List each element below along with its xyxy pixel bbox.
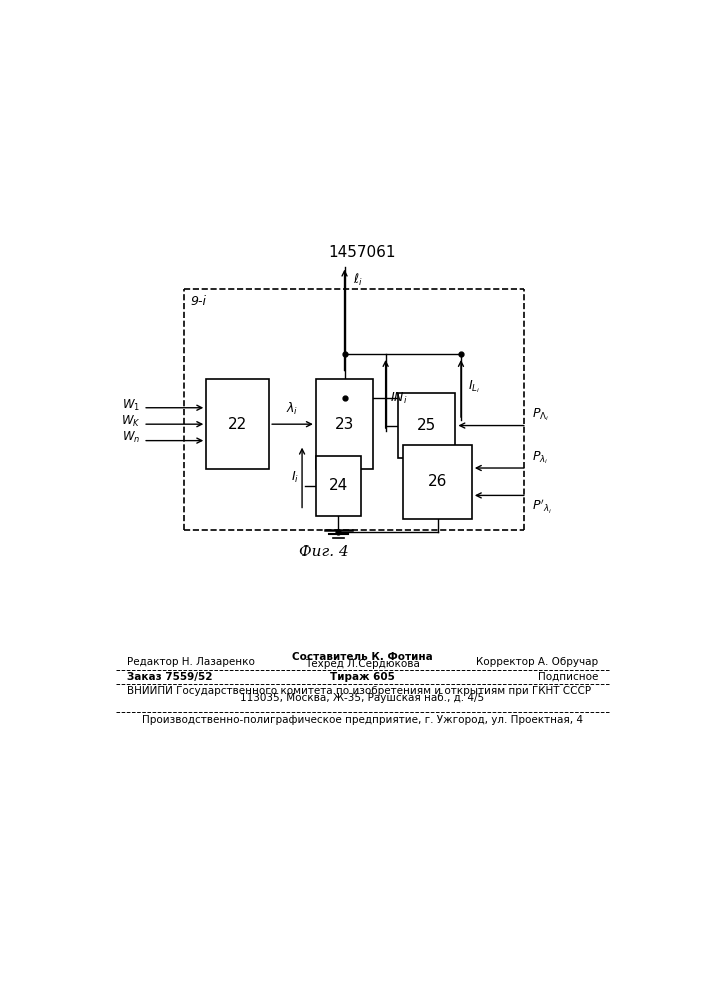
Text: ВНИИПИ Государственного комитета по изобретениям и открытиям при ГКНТ СССР: ВНИИПИ Государственного комитета по изоб… (127, 686, 591, 696)
Text: $W_n$: $W_n$ (122, 430, 141, 445)
Text: $\ell_i$: $\ell_i$ (353, 272, 363, 288)
Text: Составитель К. Фотина: Составитель К. Фотина (292, 652, 433, 662)
Text: $P_{\lambda_i}$: $P_{\lambda_i}$ (532, 449, 549, 466)
Bar (404, 445, 472, 519)
Text: 1457061: 1457061 (329, 245, 396, 260)
Text: Производственно-полиграфическое предприятие, г. Ужгород, ул. Проектная, 4: Производственно-полиграфическое предприя… (142, 715, 583, 725)
Text: 9-i: 9-i (191, 295, 207, 308)
Text: 26: 26 (428, 474, 448, 489)
Text: Заказ 7559/52: Заказ 7559/52 (127, 672, 212, 682)
Text: 24: 24 (329, 478, 348, 493)
Text: Техред Л.Сердюкова: Техред Л.Сердюкова (305, 659, 420, 669)
Text: $P'_{\lambda_i}$: $P'_{\lambda_i}$ (532, 498, 552, 516)
Text: 25: 25 (417, 418, 436, 433)
Text: 113035, Москва, Ж-35, Раушская наб., д. 4/5: 113035, Москва, Ж-35, Раушская наб., д. … (240, 693, 484, 703)
Text: Тираж 605: Тираж 605 (330, 672, 395, 682)
Text: $\lambda_i$: $\lambda_i$ (286, 401, 298, 417)
Text: 22: 22 (228, 417, 247, 432)
Text: Подписное: Подписное (537, 672, 598, 682)
Text: $W_K$: $W_K$ (121, 414, 141, 429)
Text: $W_1$: $W_1$ (122, 397, 141, 413)
Bar (398, 393, 455, 458)
Text: Корректор А. Обручар: Корректор А. Обручар (476, 657, 598, 667)
Text: $I_i$: $I_i$ (291, 470, 299, 485)
Text: 23: 23 (335, 417, 354, 432)
Text: $I_{L_i}$: $I_{L_i}$ (467, 379, 480, 395)
Text: $IN_i$: $IN_i$ (390, 391, 407, 406)
Bar (316, 379, 373, 469)
Bar (316, 456, 361, 516)
Text: Редактор Н. Лазаренко: Редактор Н. Лазаренко (127, 657, 255, 667)
Text: Фиг. 4: Фиг. 4 (299, 545, 349, 559)
Bar (206, 379, 269, 469)
Text: $P_{\Lambda_i}$: $P_{\Lambda_i}$ (532, 406, 549, 423)
